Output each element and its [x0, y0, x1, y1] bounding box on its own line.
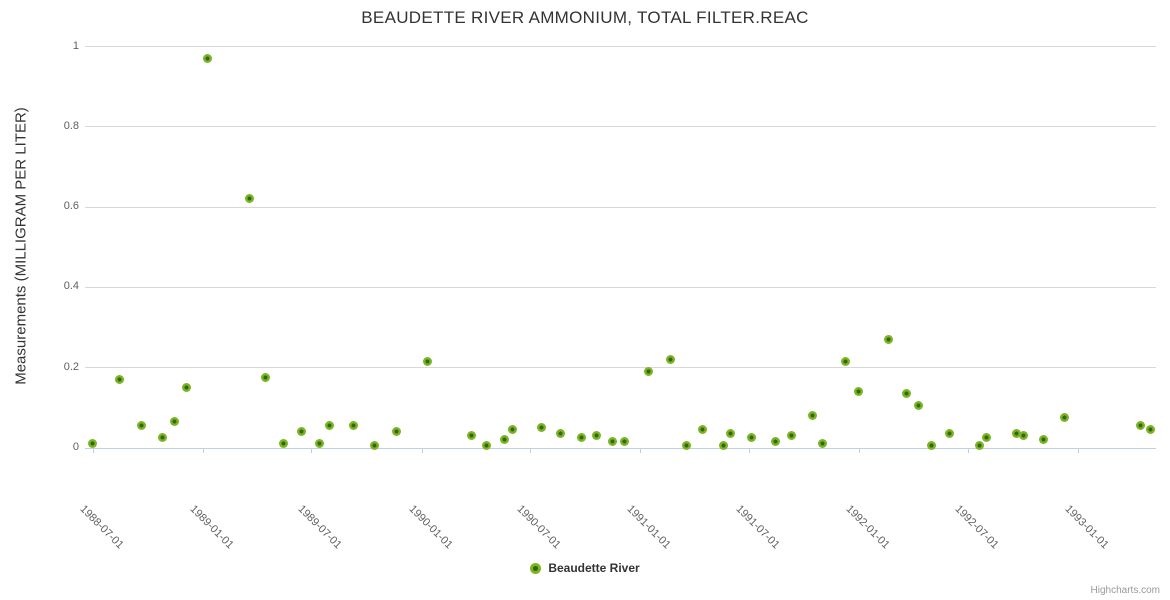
- x-axis-label: 1991-01-01: [624, 503, 674, 552]
- data-point[interactable]: [592, 430, 602, 440]
- y-axis-label: 0.2: [63, 360, 79, 373]
- data-point[interactable]: [500, 434, 510, 444]
- data-point[interactable]: [507, 424, 517, 434]
- data-point[interactable]: [88, 438, 98, 448]
- data-point[interactable]: [981, 432, 991, 442]
- x-axis-label: 1992-07-01: [952, 503, 1001, 552]
- y-axis-label: 1: [72, 39, 79, 52]
- data-point[interactable]: [325, 420, 335, 430]
- data-point[interactable]: [536, 422, 546, 432]
- y-gridline: [85, 126, 1156, 128]
- x-axis-tick: [92, 447, 94, 453]
- y-gridline: [85, 367, 1156, 369]
- y-gridline: [85, 46, 1156, 47]
- data-point[interactable]: [245, 194, 255, 204]
- x-axis-tick: [311, 447, 313, 453]
- x-axis-tick: [967, 447, 969, 453]
- x-axis-label: 1992-01-01: [843, 503, 892, 552]
- data-point[interactable]: [817, 438, 827, 448]
- x-axis-label: 1991-07-01: [733, 503, 782, 552]
- data-point[interactable]: [807, 410, 817, 420]
- data-point[interactable]: [278, 438, 288, 448]
- data-point[interactable]: [115, 374, 125, 384]
- data-point[interactable]: [945, 428, 955, 438]
- data-point[interactable]: [698, 424, 708, 434]
- data-point[interactable]: [726, 428, 736, 438]
- y-axis-label: 0.8: [63, 119, 79, 132]
- x-axis-tick: [530, 447, 532, 453]
- data-point[interactable]: [315, 438, 325, 448]
- data-point[interactable]: [771, 436, 781, 446]
- data-point[interactable]: [901, 388, 911, 398]
- y-gridline: [85, 286, 1156, 288]
- data-point[interactable]: [854, 386, 864, 396]
- data-point[interactable]: [884, 334, 894, 344]
- data-point[interactable]: [555, 428, 565, 438]
- x-axis-label: 1989-01-01: [187, 503, 236, 552]
- x-axis-tick: [858, 447, 860, 453]
- data-point[interactable]: [619, 436, 629, 446]
- data-point[interactable]: [1135, 420, 1145, 430]
- data-point[interactable]: [1039, 434, 1049, 444]
- y-axis-label: 0: [72, 441, 79, 453]
- data-point[interactable]: [297, 426, 307, 436]
- data-point[interactable]: [914, 400, 924, 410]
- data-point[interactable]: [170, 416, 180, 426]
- x-axis-tick: [1078, 447, 1080, 453]
- data-point[interactable]: [370, 440, 380, 450]
- x-axis-tick: [203, 447, 204, 453]
- data-point[interactable]: [746, 432, 756, 442]
- x-axis-label: 1988-07-01: [77, 503, 126, 552]
- data-point[interactable]: [665, 354, 675, 364]
- data-point[interactable]: [841, 356, 851, 366]
- y-gridline: [85, 206, 1156, 208]
- data-point[interactable]: [466, 430, 476, 440]
- data-point[interactable]: [202, 53, 212, 63]
- data-point[interactable]: [1145, 424, 1155, 434]
- x-axis-label: 1993-01-01: [1062, 503, 1111, 552]
- y-axis-label: 0.6: [63, 200, 79, 213]
- x-axis-tick: [748, 447, 750, 453]
- legend-item[interactable]: Beaudette River: [0, 561, 1170, 575]
- data-point[interactable]: [682, 440, 692, 450]
- data-point[interactable]: [136, 420, 146, 430]
- plot-area: 0 0.2 0.4 0.6 0.8 1 1988-07-01 1989-01-01 1989-0…: [64, 40, 1156, 551]
- data-point[interactable]: [644, 366, 654, 376]
- legend-marker-icon: [530, 562, 542, 574]
- data-point[interactable]: [482, 440, 492, 450]
- data-point[interactable]: [182, 382, 192, 392]
- legend-label: Beaudette River: [548, 561, 640, 575]
- data-point[interactable]: [1011, 428, 1021, 438]
- data-point[interactable]: [260, 372, 270, 382]
- data-point[interactable]: [391, 426, 401, 436]
- data-point[interactable]: [607, 436, 617, 446]
- data-point[interactable]: [422, 356, 432, 366]
- data-point[interactable]: [719, 440, 729, 450]
- credits-link[interactable]: Highcharts.com: [1090, 585, 1160, 596]
- y-axis-title: Measurements (MILLIGRAM PER LITER): [12, 107, 30, 385]
- x-axis-line: [85, 447, 1156, 449]
- x-axis-label: 1989-07-01: [295, 503, 345, 552]
- data-point[interactable]: [1018, 430, 1028, 440]
- data-point[interactable]: [157, 432, 167, 442]
- data-point[interactable]: [926, 440, 936, 450]
- y-axis-label: 0.4: [63, 280, 79, 293]
- data-point[interactable]: [349, 420, 359, 430]
- data-point[interactable]: [786, 430, 796, 440]
- x-axis-tick: [640, 447, 642, 453]
- data-point[interactable]: [577, 432, 587, 442]
- chart-title: BEAUDETTE RIVER AMMONIUM, TOTAL FILTER.R…: [361, 8, 809, 27]
- x-axis-tick: [421, 447, 423, 453]
- x-axis-label: 1990-07-01: [514, 503, 563, 552]
- data-point[interactable]: [1060, 412, 1070, 422]
- data-point[interactable]: [974, 440, 984, 450]
- x-axis-label: 1990-01-01: [406, 503, 455, 552]
